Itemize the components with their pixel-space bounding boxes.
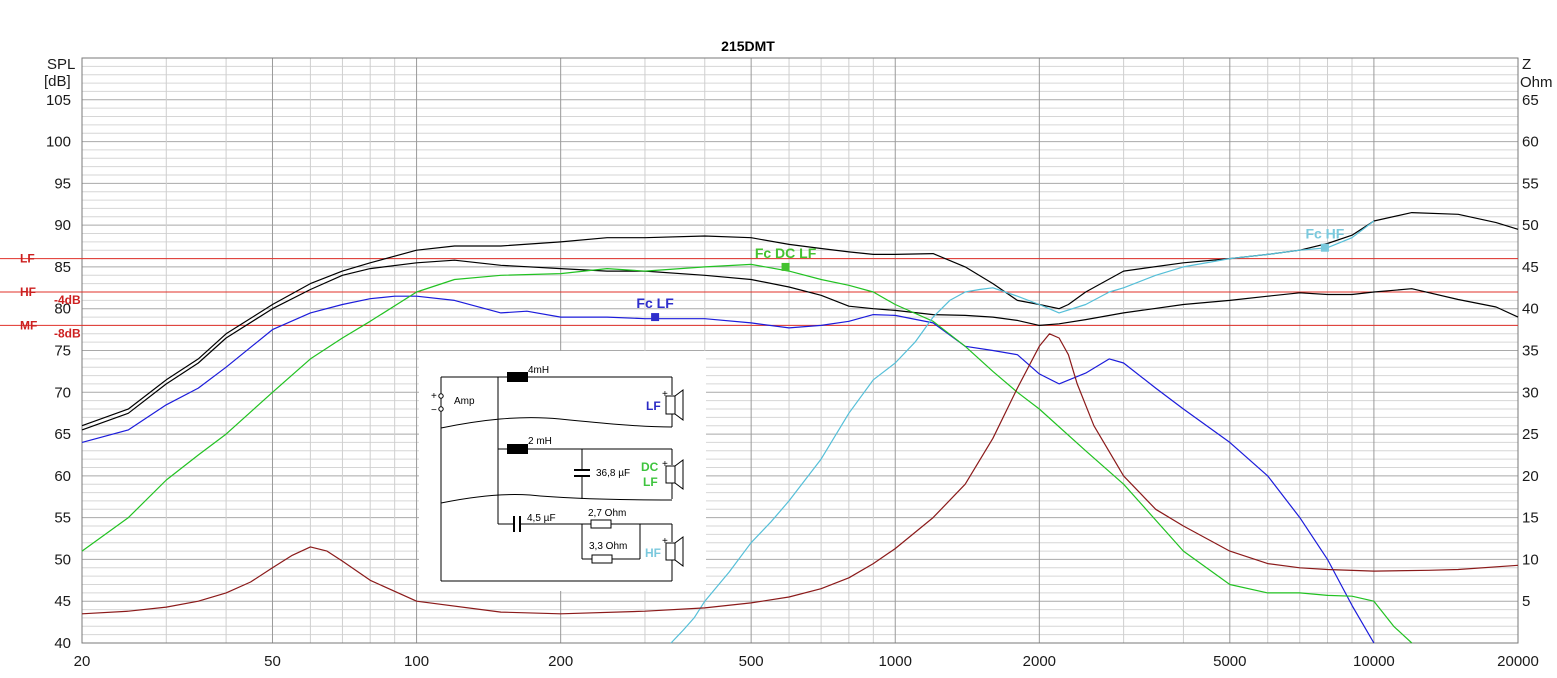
dc-driver-label-2: LF [643, 475, 658, 489]
speaker-lf-icon [665, 389, 684, 421]
reference-line-label: LF [20, 252, 35, 266]
inductor-2mh [507, 444, 528, 454]
x-tick-label: 500 [739, 653, 764, 670]
reference-line-note: -8dB [54, 326, 81, 340]
resistor-hf-series [590, 519, 612, 529]
marker-point [651, 313, 660, 322]
lf-driver-label: LF [646, 399, 661, 413]
y-right-tick-label: 40 [1522, 301, 1539, 318]
y-left-tick-label: 95 [54, 175, 71, 192]
schematic-box [419, 351, 706, 591]
x-tick-label: 2000 [1023, 653, 1056, 670]
curve-dc_lf [81, 263, 1413, 644]
curve-lf [81, 295, 1375, 644]
x-tick-label: 100 [404, 653, 429, 670]
curve-sum_lower [81, 259, 1519, 431]
schematic-wires [440, 376, 673, 582]
reference-line-label: MF [20, 318, 37, 332]
y-right-tick-label: 60 [1522, 134, 1539, 151]
marker-label: Fc HF [1305, 226, 1344, 242]
hf-parallel-resistor-label: 3,3 Ohm [589, 541, 627, 552]
left-axis-label: SPL [47, 56, 75, 73]
y-right-tick-label: 15 [1522, 510, 1539, 527]
terminal-minus [438, 406, 444, 412]
left-axis-unit: [dB] [44, 73, 71, 90]
plot-grid [81, 58, 1519, 643]
curve-impedance [81, 333, 1519, 615]
y-left-tick-label: 90 [54, 217, 71, 234]
terminal-plus-label: + [431, 391, 437, 402]
plus-mark-lf: + [662, 389, 668, 400]
crossover-schematic: + − Amp 4mH 2 mH 36,8 µF 4,5 µF 2,7 Ohm … [419, 351, 706, 591]
y-left-tick-label: 45 [54, 593, 71, 610]
hf-capacitor-label: 4,5 µF [527, 513, 556, 524]
y-left-tick-label: 105 [46, 92, 71, 109]
x-tick-label: 10000 [1353, 653, 1395, 670]
y-right-tick-label: 35 [1522, 343, 1539, 360]
dc-inductor-label: 2 mH [528, 436, 552, 447]
y-right-tick-label: 55 [1522, 175, 1539, 192]
y-left-tick-label: 80 [54, 301, 71, 318]
x-tick-label: 5000 [1213, 653, 1246, 670]
hf-driver-label: HF [645, 546, 661, 560]
lf-inductor-label: 4mH [528, 365, 549, 376]
y-left-tick-label: 75 [54, 343, 71, 360]
y-left-tick-label: 55 [54, 510, 71, 527]
marker-point [1320, 243, 1329, 252]
right-axis-label: Z [1522, 56, 1531, 73]
y-right-tick-label: 25 [1522, 426, 1539, 443]
terminal-minus-label: − [431, 405, 437, 416]
hf-series-resistor-label: 2,7 Ohm [588, 508, 626, 519]
x-tick-label: 50 [264, 653, 281, 670]
y-left-tick-label: 65 [54, 426, 71, 443]
reference-lines: LF HF -4dB MF -8dB [0, 252, 1518, 340]
y-left-tick-label: 85 [54, 259, 71, 276]
x-tick-label: 20000 [1497, 653, 1539, 670]
terminal-plus [438, 393, 444, 399]
dc-capacitor-label: 36,8 µF [596, 468, 630, 479]
marker-label: Fc LF [636, 295, 674, 311]
y-right-tick-label: 45 [1522, 259, 1539, 276]
y-left-tick-label: 70 [54, 384, 71, 401]
x-tick-label: 20 [74, 653, 91, 670]
y-left-tick-label: 40 [54, 635, 71, 652]
y-right-tick-label: 5 [1522, 593, 1530, 610]
x-tick-label: 1000 [879, 653, 912, 670]
reference-line-label: HF [20, 285, 36, 299]
reference-line-note: -4dB [54, 293, 81, 307]
y-left-tick-label: 60 [54, 468, 71, 485]
marker-label: Fc DC LF [755, 245, 817, 261]
amp-label: Amp [454, 396, 475, 407]
inductor-4mh [507, 372, 528, 382]
plus-mark-dc: + [662, 459, 668, 470]
plot-frame [81, 57, 1519, 644]
y-right-tick-label: 50 [1522, 217, 1539, 234]
markers: Fc LF Fc DC LF Fc HF [636, 226, 1345, 322]
plus-mark-hf: + [662, 536, 668, 547]
marker-point [781, 262, 790, 271]
curves [81, 212, 1519, 644]
y-left-tick-label: 50 [54, 551, 71, 568]
speaker-dc-icon [665, 459, 684, 490]
dc-driver-label-1: DC [641, 460, 659, 474]
y-left-tick-label: 100 [46, 134, 71, 151]
curve-sum_upper [81, 212, 1519, 427]
x-tick-label: 200 [548, 653, 573, 670]
y-right-tick-label: 65 [1522, 92, 1539, 109]
curve-hf [670, 220, 1375, 644]
y-right-tick-label: 20 [1522, 468, 1539, 485]
chart-title: 215DMT [721, 38, 775, 54]
speaker-hf-icon [665, 536, 684, 567]
resistor-hf-parallel [591, 554, 613, 564]
right-axis-unit: Ohm [1520, 74, 1553, 91]
y-right-tick-label: 30 [1522, 384, 1539, 401]
axis-ticks: 20 50 100 200 500 1000 2000 5000 10000 20000 40 45 5… [46, 92, 1539, 670]
y-right-tick-label: 10 [1522, 551, 1539, 568]
